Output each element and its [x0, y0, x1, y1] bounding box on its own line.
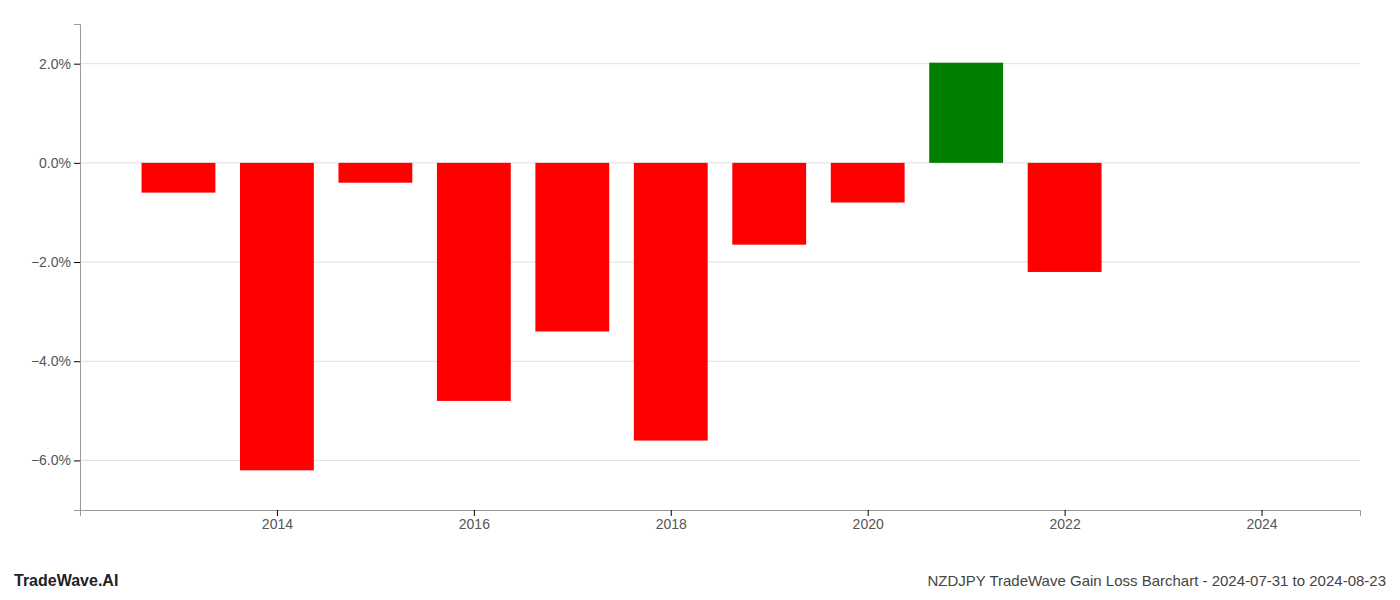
y-tick-mark [74, 64, 80, 65]
bars [142, 63, 1102, 471]
bar [535, 163, 609, 332]
plot: 2014 2016 2018 2020 2022 2024 2.0% 0.0% −2.0% −4.… [31, 25, 1361, 532]
y-tick-label: 2.0% [39, 56, 71, 72]
title: NZDJPY TradeWave Gain Loss Barchart - 20… [927, 572, 1386, 589]
bar [929, 63, 1003, 163]
y-tick-mark [74, 163, 80, 164]
chart: 2014 2016 2018 2020 2022 2024 2.0% 0.0% −2.0% −4.… [0, 0, 1400, 600]
bar [634, 163, 708, 441]
bar [437, 163, 511, 401]
x-tick: 2022 [1050, 510, 1081, 532]
y-tick-label: −2.0% [31, 254, 71, 270]
grid-line [80, 63, 1360, 64]
y-axis: 2.0% 0.0% −2.0% −4.0% −6.0% [31, 25, 81, 511]
x-tick-label: 2014 [262, 516, 293, 532]
y-tick-mark [74, 262, 80, 263]
x-tick-label: 2018 [656, 516, 687, 532]
x-axis: 2014 2016 2018 2020 2022 2024 [81, 510, 1361, 532]
bar [1028, 163, 1102, 272]
y-tick: −4.0% [31, 353, 80, 369]
y-tick-label: 0.0% [39, 155, 71, 171]
x-tick: 2024 [1246, 510, 1277, 532]
bar [240, 163, 314, 470]
x-tick-label: 2022 [1050, 516, 1081, 532]
y-tick-label: −4.0% [31, 353, 71, 369]
y-tick-mark [74, 460, 80, 461]
x-tick-label: 2024 [1246, 516, 1277, 532]
y-tick: 2.0% [39, 56, 80, 72]
y-tick: 0.0% [39, 155, 80, 171]
x-tick-label: 2020 [853, 516, 884, 532]
bar [732, 163, 806, 245]
x-tick: 2016 [459, 510, 490, 532]
x-tick-label: 2016 [459, 516, 490, 532]
y-axis-line [74, 25, 81, 511]
bar [831, 163, 905, 203]
bar [338, 163, 412, 183]
x-tick: 2014 [262, 510, 293, 532]
x-tick: 2020 [853, 510, 884, 532]
bar [142, 163, 216, 193]
y-tick-label: −6.0% [31, 452, 71, 468]
x-tick: 2018 [656, 510, 687, 532]
y-tick: −6.0% [31, 452, 80, 468]
y-tick-mark [74, 361, 80, 362]
y-tick: −2.0% [31, 254, 80, 270]
watermark: TradeWave.AI [14, 572, 118, 589]
